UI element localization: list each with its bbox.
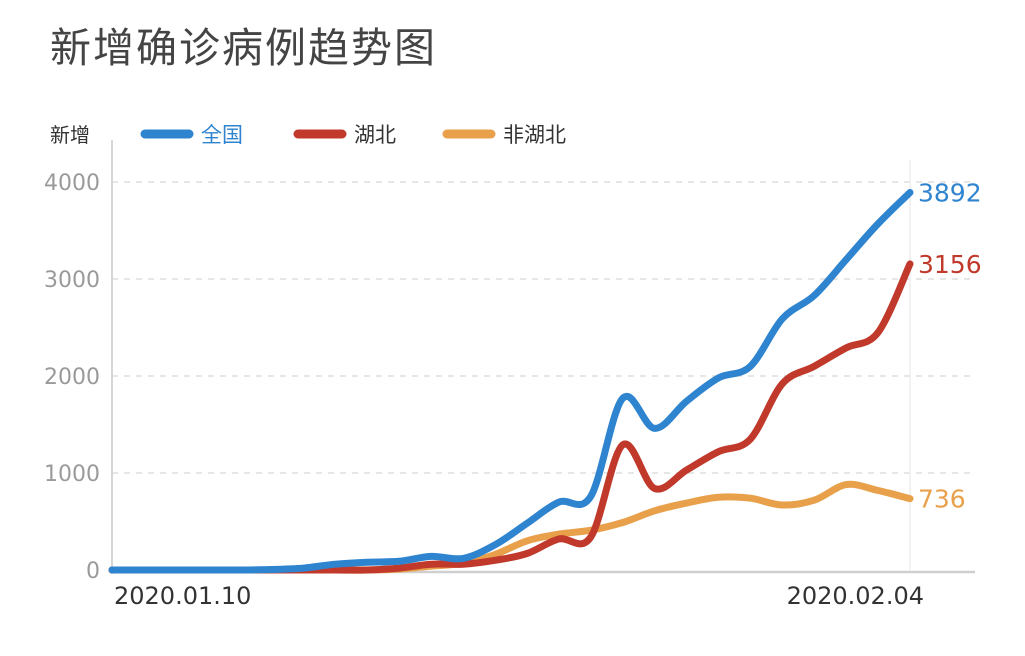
grid-lines <box>112 181 975 474</box>
end-labels: 3892 3156 736 <box>918 178 982 513</box>
chart-title: 新增确诊病例趋势图 <box>50 24 437 72</box>
y-tick-label: 1000 <box>44 462 100 487</box>
legend-label-非湖北: 非湖北 <box>503 123 566 147</box>
x-tick-label-start: 2020.01.10 <box>114 582 251 610</box>
series-line-全国 <box>108 189 914 574</box>
end-label-非湖北: 736 <box>918 485 966 514</box>
y-tick-label: 0 <box>86 559 100 584</box>
y-tick-label: 2000 <box>44 365 100 390</box>
x-axis-ticks: 2020.01.10 2020.02.04 <box>114 582 924 610</box>
x-tick-label-end: 2020.02.04 <box>787 582 924 610</box>
end-label-湖北: 3156 <box>918 250 982 279</box>
y-tick-label: 3000 <box>44 268 100 293</box>
y-axis-label: 新增 <box>50 123 90 147</box>
legend-label-全国: 全国 <box>201 123 243 147</box>
series-lines <box>108 189 914 574</box>
y-tick-label: 4000 <box>44 171 100 196</box>
legend: 全国 湖北 非湖北 <box>140 123 566 147</box>
end-label-全国: 3892 <box>918 178 982 207</box>
y-axis-ticks: 0 1000 2000 3000 4000 <box>44 171 100 584</box>
legend-label-湖北: 湖北 <box>354 123 396 147</box>
